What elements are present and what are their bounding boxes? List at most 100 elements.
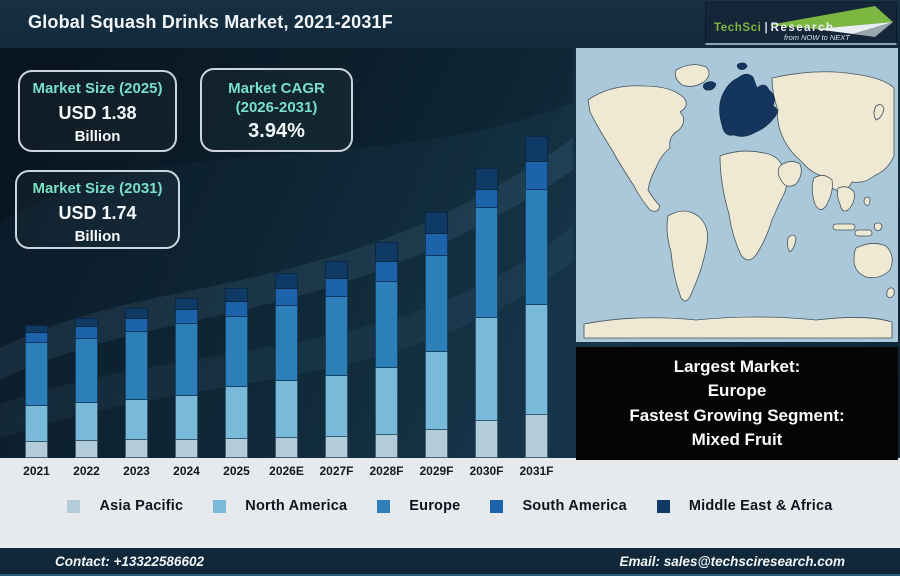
x-axis-label-2025: 2025: [223, 464, 250, 478]
segment-middle-east-africa: [225, 288, 248, 302]
largest-market-value: Europe: [707, 381, 767, 401]
logo-brand: TechSci: [714, 22, 762, 34]
highlight-info-box: Largest Market: Europe Fastest Growing S…: [576, 347, 898, 460]
email-info: Email: sales@techsciresearch.com: [619, 554, 845, 569]
segment-asia-pacific: [225, 439, 248, 458]
segment-asia-pacific: [25, 442, 48, 458]
segment-north-america: [375, 368, 398, 435]
segment-middle-east-africa: [125, 308, 148, 319]
segment-south-america: [175, 310, 198, 324]
segment-north-america: [125, 400, 148, 440]
segment-south-america: [275, 289, 298, 306]
segment-europe: [475, 208, 498, 318]
logo-arrow-icon: [769, 6, 893, 37]
logo-divider: |: [764, 22, 768, 34]
segment-south-america: [25, 333, 48, 343]
bar-2024: [175, 298, 198, 458]
header-bar: Global Squash Drinks Market, 2021-2031F …: [0, 0, 900, 48]
stat-box-market-size-2031: Market Size (2031) USD 1.74 Billion: [15, 170, 180, 249]
legend-swatch-europe: [377, 499, 391, 513]
footer-bar: Contact: +13322586602 Email: sales@techs…: [0, 548, 900, 576]
stat-value: 3.94%: [248, 119, 305, 142]
logo-brand2: Research: [770, 22, 835, 34]
segment-asia-pacific: [525, 415, 548, 458]
segment-europe: [75, 339, 98, 403]
map-highlight-europe: [703, 62, 778, 137]
legend-item-europe: Europe: [377, 498, 460, 514]
stat-unit: Billion: [74, 127, 121, 145]
bar-2026E: [275, 273, 298, 458]
stat-unit: Billion: [74, 227, 121, 245]
world-map-graphic: [576, 48, 898, 342]
segment-asia-pacific: [475, 421, 498, 458]
techsci-logo: TechSci | Research from NOW to NEXT: [705, 2, 897, 45]
stat-label: Market Size (2025): [32, 80, 163, 97]
x-axis-label-2028F: 2028F: [369, 464, 404, 478]
bar-2023: [125, 308, 148, 458]
segment-asia-pacific: [75, 441, 98, 458]
stat-box-market-cagr: Market CAGR (2026-2031) 3.94%: [200, 68, 353, 152]
bar-2025: [225, 288, 248, 458]
legend-label: Asia Pacific: [99, 498, 184, 514]
stat-box-market-size-2025: Market Size (2025) USD 1.38 Billion: [18, 70, 177, 152]
segment-middle-east-africa: [425, 212, 448, 234]
x-axis-label-2026E: 2026E: [269, 464, 304, 478]
x-axis-label-2029F: 2029F: [419, 464, 454, 478]
stat-value: USD 1.74: [58, 202, 137, 223]
segment-south-america: [525, 162, 548, 190]
legend-swatch-south-america: [490, 499, 504, 513]
x-axis-label-2031F: 2031F: [519, 464, 554, 478]
segment-south-america: [75, 327, 98, 339]
segment-europe: [375, 282, 398, 368]
bar-2028F: [375, 242, 398, 458]
legend-label: Europe: [409, 498, 461, 514]
x-axis-label-2024: 2024: [173, 464, 200, 478]
segment-north-america: [475, 318, 498, 421]
x-axis-label-2027F: 2027F: [319, 464, 354, 478]
legend-label: North America: [245, 498, 348, 514]
segment-middle-east-africa: [75, 318, 98, 327]
segment-europe: [175, 324, 198, 396]
segment-north-america: [175, 396, 198, 440]
segment-middle-east-africa: [25, 325, 48, 333]
legend-swatch-north-america: [213, 499, 227, 513]
segment-south-america: [375, 262, 398, 282]
fastest-segment-label: Fastest Growing Segment:: [629, 405, 845, 425]
segment-south-america: [325, 279, 348, 297]
legend-swatch-middle-east-africa: [656, 499, 670, 513]
world-map: [576, 48, 898, 342]
segment-europe: [25, 343, 48, 406]
segment-north-america: [525, 305, 548, 415]
segment-south-america: [475, 190, 498, 208]
legend-swatch-asia-pacific: [67, 499, 81, 513]
segment-asia-pacific: [175, 440, 198, 458]
bar-2022: [75, 318, 98, 458]
segment-europe: [125, 332, 148, 400]
x-axis-label-2023: 2023: [123, 464, 150, 478]
logo-wordmark: TechSci | Research: [714, 22, 834, 34]
segment-middle-east-africa: [375, 242, 398, 262]
segment-europe: [525, 190, 548, 305]
segment-asia-pacific: [425, 430, 448, 458]
legend-item-south-america: South America: [490, 498, 627, 514]
segment-europe: [225, 317, 248, 387]
main-area: Market Size (2025) USD 1.38 Billion Mark…: [0, 48, 900, 548]
bottom-band: 2021 2022 2023 2024 2025 2026E 2027F 2028F 2029F…: [0, 458, 900, 548]
segment-middle-east-africa: [525, 136, 548, 162]
chart-legend: Asia Pacific North America Europe South Ame…: [0, 498, 900, 514]
legend-item-north-america: North America: [213, 498, 347, 514]
segment-north-america: [75, 403, 98, 441]
segment-south-america: [225, 302, 248, 317]
segment-europe: [275, 306, 298, 381]
segment-north-america: [425, 352, 448, 430]
bar-2027F: [325, 261, 348, 458]
segment-north-america: [275, 381, 298, 438]
stat-label: Market Size (2031): [32, 180, 163, 197]
stat-value: USD 1.38: [58, 102, 137, 123]
segment-middle-east-africa: [475, 168, 498, 190]
logo-tagline: from NOW to NEXT: [784, 33, 850, 42]
page-title: Global Squash Drinks Market, 2021-2031F: [28, 12, 393, 32]
bar-2029F: [425, 212, 448, 458]
legend-item-middle-east-africa: Middle East & Africa: [656, 498, 833, 514]
